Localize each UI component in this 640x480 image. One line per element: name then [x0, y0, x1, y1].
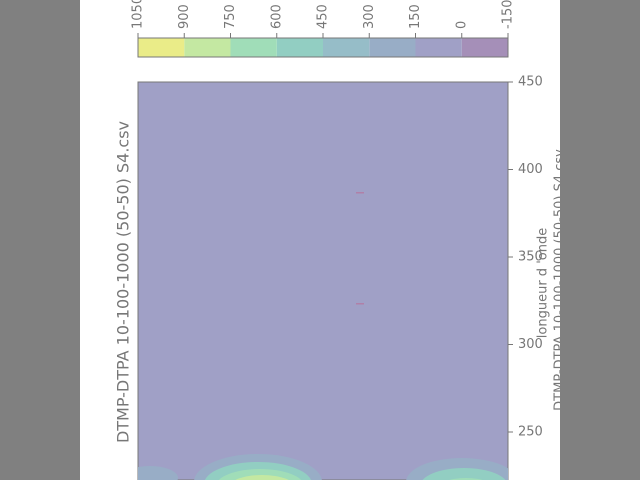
colorbar-segment: [461, 38, 508, 57]
colorbar-tick-label: 0: [454, 21, 469, 29]
plot-area: [137, 81, 509, 480]
y-tick-label: 300: [518, 337, 543, 352]
colorbar-tick-label: 150: [408, 4, 423, 29]
y-tick-label: 350: [518, 250, 543, 265]
colorbar-tick-label: 750: [223, 4, 238, 29]
colorbar-segment: [184, 38, 231, 57]
colorbar-tick-label: 900: [177, 4, 192, 29]
side-panel: [560, 0, 640, 480]
y-tick-label: 250: [518, 425, 543, 440]
colorbar-tick-label: -150: [501, 0, 516, 29]
colorbar-segment: [369, 38, 416, 57]
colorbar-tick-label: 450: [316, 4, 331, 29]
colorbar-tick-label: 600: [269, 4, 284, 29]
contour-blobs: [138, 192, 508, 480]
colorbar-segment: [230, 38, 277, 57]
colorbar-tick-label: 1050: [131, 0, 146, 29]
colorbar-segment: [138, 38, 185, 57]
colorbar-segment: [276, 38, 323, 57]
colorbar-segment: [323, 38, 370, 57]
y-tick-label: 400: [518, 162, 543, 177]
y-tick-label: 450: [518, 75, 543, 90]
side-panel: [0, 0, 80, 480]
chart-title: DTMP-DTPA 10-100-1000 (50-50) S4.csv: [114, 121, 133, 443]
colorbar-segment: [415, 38, 462, 57]
y-axis-label: longueur d 'onde: [536, 228, 551, 338]
colorbar-tick-label: 300: [362, 4, 377, 29]
